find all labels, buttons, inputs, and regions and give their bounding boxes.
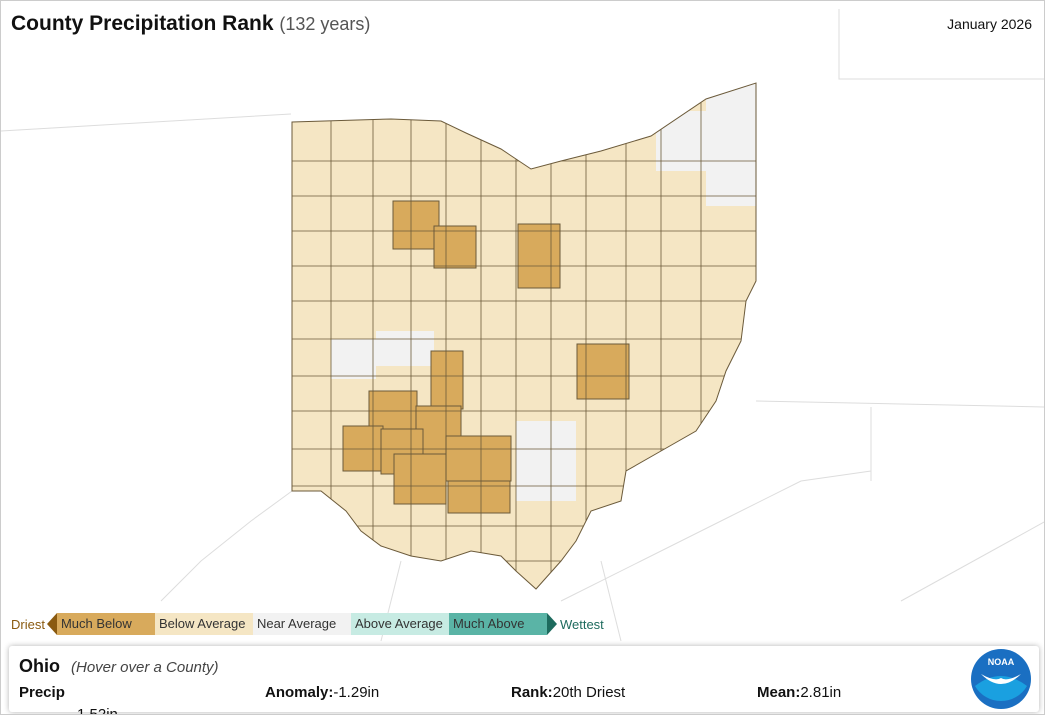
legend-right: Wettest — [559, 616, 604, 632]
rank: 20th Driest — [552, 684, 626, 701]
neighbor-borders — [1, 9, 1044, 642]
variable: Precip — [19, 684, 65, 701]
title-text: County Precipitation Rank — [11, 12, 274, 35]
legend: Driest Much Below Below Average Near Ave… — [11, 613, 604, 635]
mean: 2.81in — [800, 684, 842, 701]
mean-label: Mean: — [757, 684, 801, 701]
anomaly: -1.29in — [333, 684, 380, 701]
legend-item: Much Above — [448, 613, 547, 635]
rank-label: Rank: — [511, 684, 553, 701]
title: County Precipitation Rank (132 years) — [11, 11, 371, 37]
value: 1.52in — [77, 706, 118, 715]
info-panel: Ohio (Hover over a County) Precip Anomal… — [9, 646, 1039, 715]
legend-item: Above Average — [350, 613, 449, 635]
arrow-right — [546, 613, 557, 635]
noaa-logo: NOAA — [971, 649, 1031, 709]
logo-text: NOAA — [988, 657, 1015, 667]
legend-item: Near Average — [252, 613, 351, 635]
legend-item: Much Below — [56, 613, 155, 635]
date: January 2026 — [947, 16, 1032, 32]
subtitle: (132 years) — [279, 14, 371, 34]
state-outline — [291, 82, 757, 590]
arrow-left — [46, 613, 57, 635]
region: Ohio — [19, 656, 60, 676]
legend-left: Driest — [11, 616, 45, 632]
hint: (Hover over a County) — [71, 659, 219, 676]
anomaly-label: Anomaly: — [265, 684, 334, 701]
much-below-counties — [342, 200, 630, 514]
counties — [292, 83, 756, 589]
legend-item: Below Average — [154, 613, 253, 635]
